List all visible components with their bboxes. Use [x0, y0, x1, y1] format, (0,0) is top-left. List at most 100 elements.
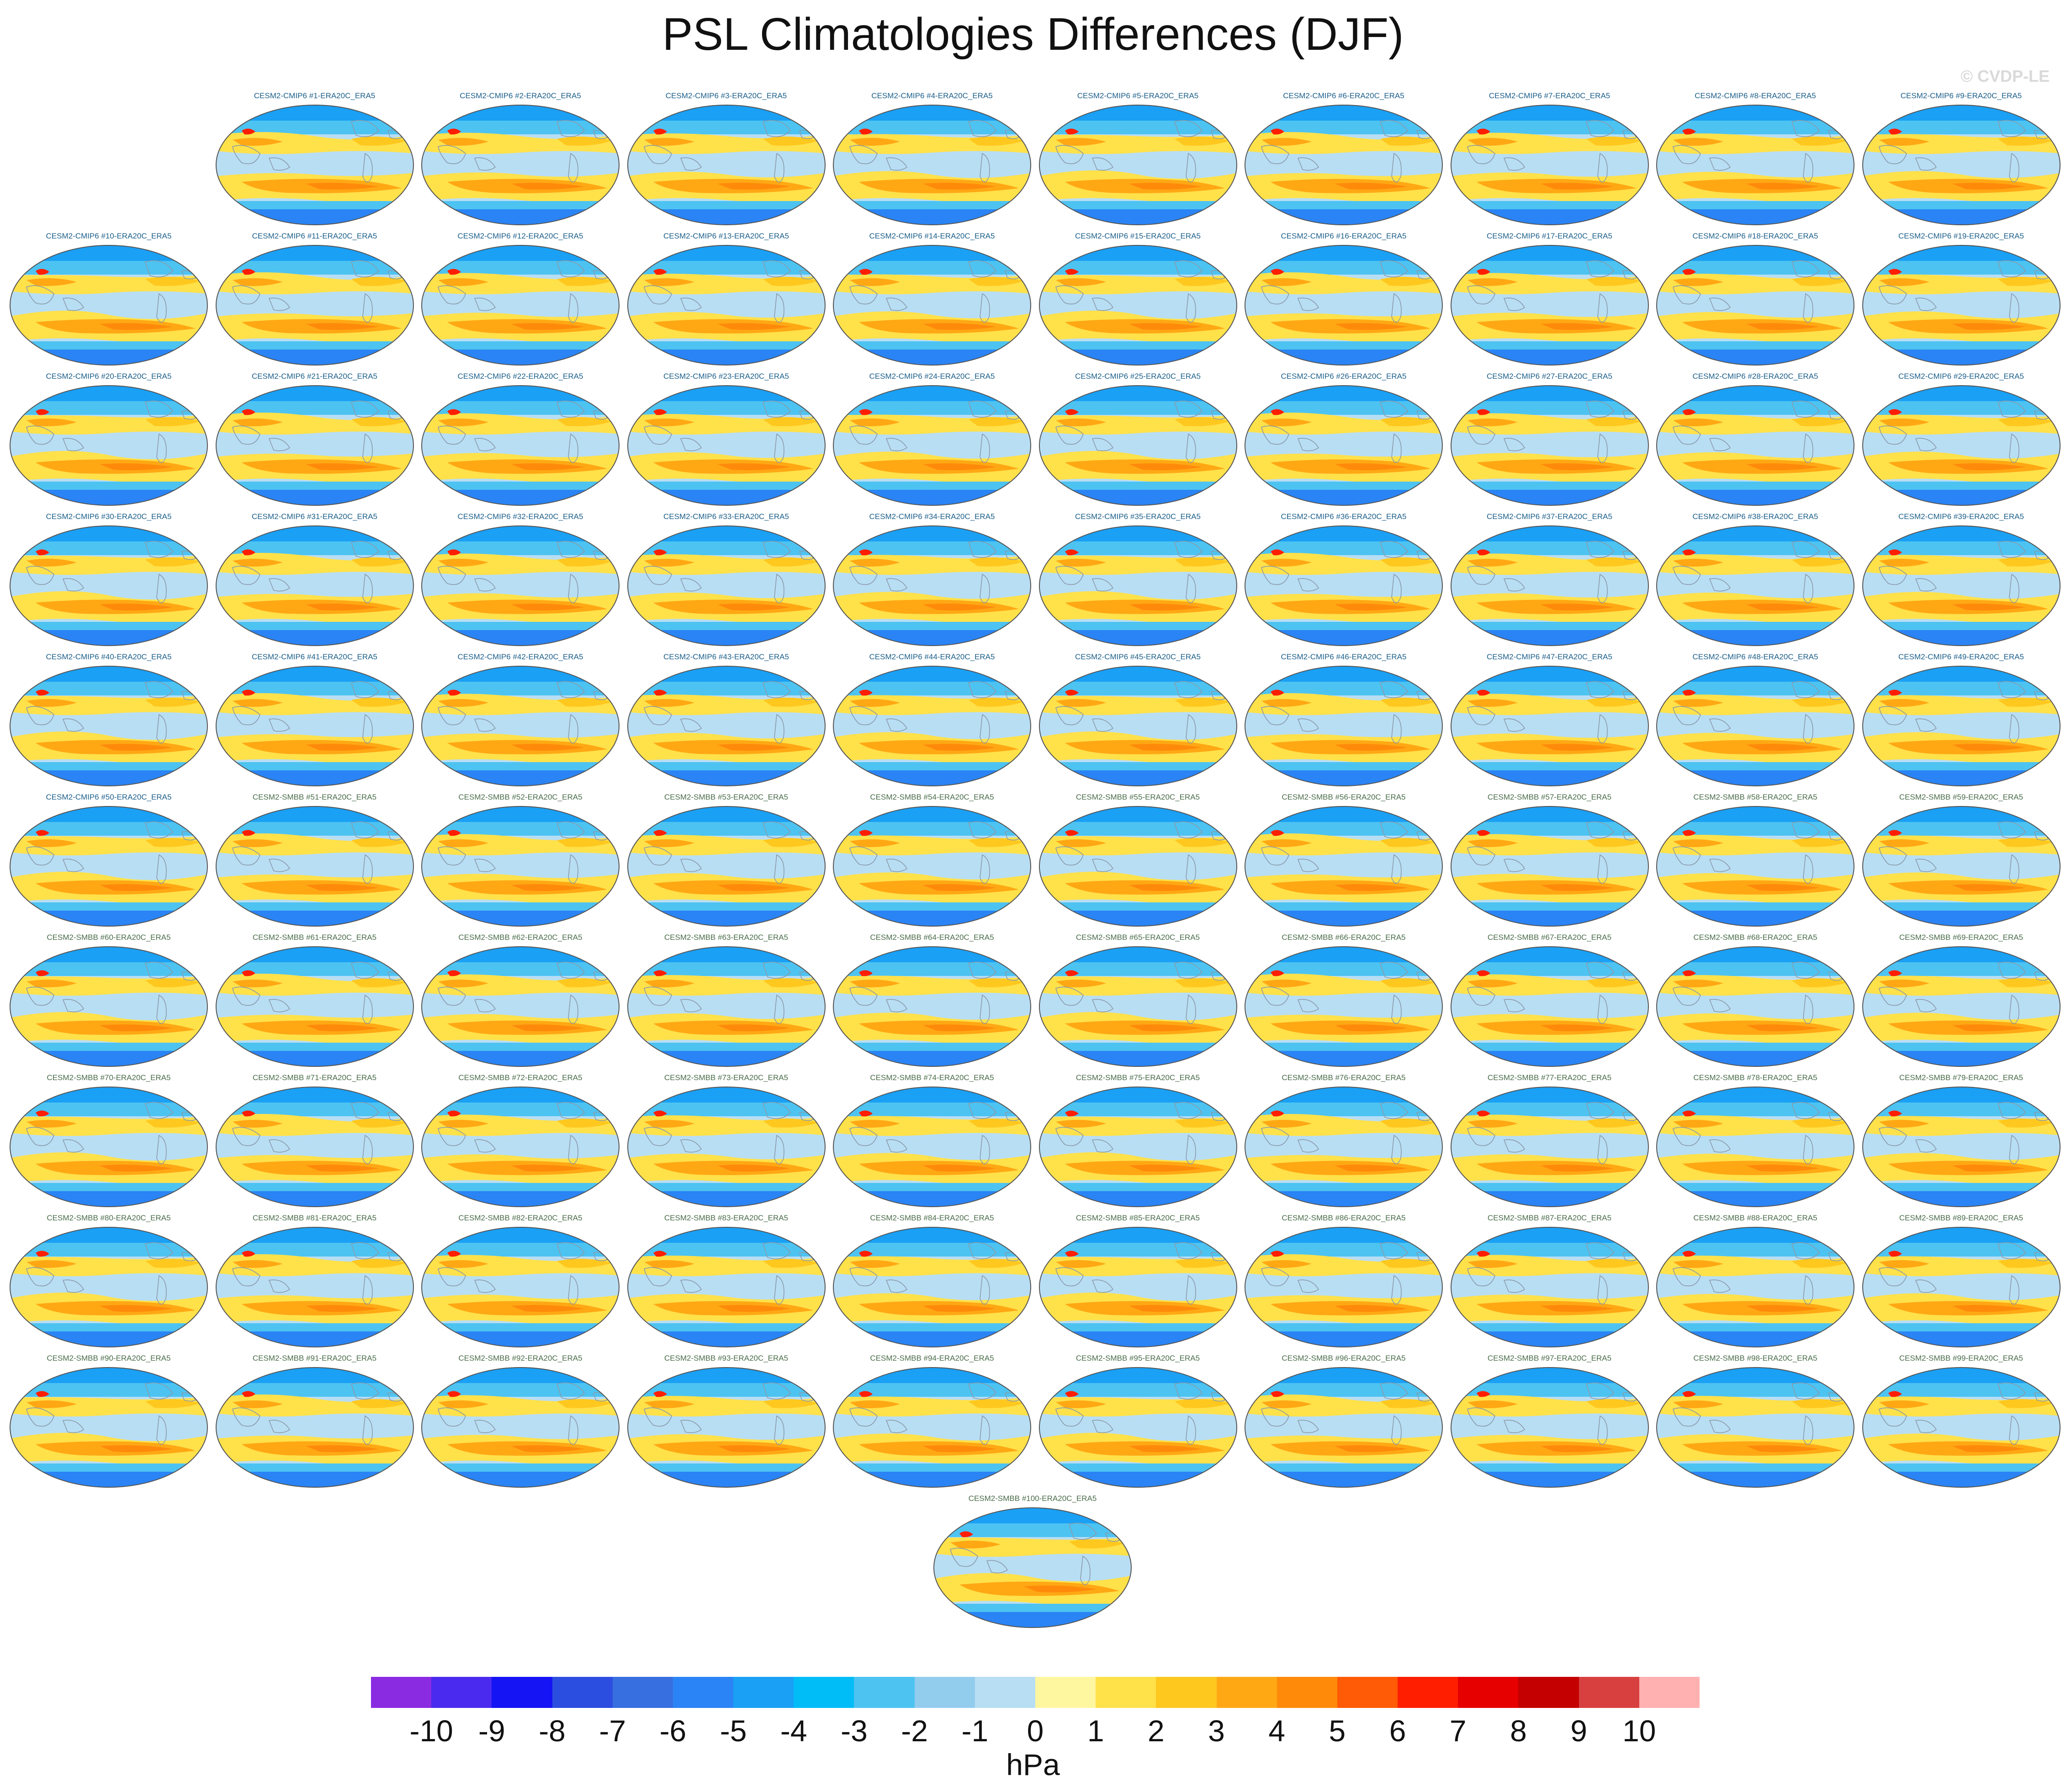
- map-panel: CESM2-CMIP6 #11-ERA20C_ERA5: [214, 232, 415, 369]
- psl-difference-map: [627, 1367, 826, 1488]
- panel-label: CESM2-SMBB #76-ERA20C_ERA5: [1282, 1073, 1406, 1082]
- panel-label: CESM2-SMBB #94-ERA20C_ERA5: [870, 1354, 994, 1363]
- panel-label: CESM2-CMIP6 #23-ERA20C_ERA5: [663, 372, 789, 381]
- colorbar-swatch: [975, 1677, 1036, 1708]
- psl-difference-map: [421, 525, 620, 646]
- panel-label: CESM2-CMIP6 #5-ERA20C_ERA5: [1077, 91, 1199, 100]
- panel-label: CESM2-SMBB #99-ERA20C_ERA5: [1899, 1354, 2024, 1363]
- psl-difference-map: [1038, 525, 1237, 646]
- colorbar-tick-label: 2: [1148, 1714, 1165, 1748]
- panel-label: CESM2-CMIP6 #44-ERA20C_ERA5: [869, 652, 995, 661]
- panel-label: CESM2-CMIP6 #40-ERA20C_ERA5: [46, 652, 172, 661]
- psl-difference-map: [1656, 385, 1854, 506]
- map-panel: CESM2-CMIP6 #35-ERA20C_ERA5: [1038, 512, 1239, 649]
- psl-difference-map: [1450, 1227, 1649, 1347]
- panel-label: CESM2-SMBB #63-ERA20C_ERA5: [664, 933, 789, 942]
- panel-label: CESM2-CMIP6 #49-ERA20C_ERA5: [1898, 652, 2024, 661]
- colorbar-swatch: [1458, 1677, 1519, 1708]
- psl-difference-map: [1450, 1367, 1649, 1488]
- panel-label: CESM2-SMBB #95-ERA20C_ERA5: [1075, 1354, 1200, 1363]
- psl-difference-map: [10, 806, 208, 927]
- map-panel: CESM2-SMBB #77-ERA20C_ERA5: [1449, 1073, 1650, 1210]
- panel-label: CESM2-SMBB #100-ERA20C_ERA5: [968, 1494, 1097, 1503]
- psl-difference-map: [10, 946, 208, 1067]
- psl-difference-map: [1245, 806, 1443, 927]
- map-panel: CESM2-CMIP6 #41-ERA20C_ERA5: [214, 652, 415, 790]
- panel-label: CESM2-CMIP6 #47-ERA20C_ERA5: [1487, 652, 1612, 661]
- panel-label: CESM2-SMBB #92-ERA20C_ERA5: [458, 1354, 583, 1363]
- colorbar-swatch: [794, 1677, 854, 1708]
- panel-label: CESM2-SMBB #81-ERA20C_ERA5: [252, 1214, 377, 1222]
- map-panel: CESM2-SMBB #89-ERA20C_ERA5: [1861, 1214, 2062, 1351]
- psl-difference-map: [215, 806, 414, 927]
- colorbar-tick-label: 7: [1449, 1714, 1467, 1748]
- panel-label: CESM2-SMBB #53-ERA20C_ERA5: [664, 793, 789, 801]
- panel-label: CESM2-CMIP6 #45-ERA20C_ERA5: [1075, 652, 1201, 661]
- panel-label: CESM2-SMBB #56-ERA20C_ERA5: [1282, 793, 1406, 801]
- psl-difference-map: [215, 666, 414, 786]
- map-panel: CESM2-SMBB #62-ERA20C_ERA5: [420, 933, 621, 1070]
- colorbar-swatch: [1639, 1677, 1700, 1708]
- colorbar-swatch: [673, 1677, 734, 1708]
- panel-label: CESM2-SMBB #62-ERA20C_ERA5: [458, 933, 583, 942]
- panel-label: CESM2-SMBB #75-ERA20C_ERA5: [1075, 1073, 1200, 1082]
- colorbar-swatch: [733, 1677, 794, 1708]
- psl-difference-map: [833, 1087, 1031, 1207]
- psl-difference-map: [215, 1367, 414, 1488]
- map-panel: CESM2-SMBB #74-ERA20C_ERA5: [832, 1073, 1033, 1210]
- colorbar-tick-label: 3: [1208, 1714, 1225, 1748]
- psl-difference-map: [1245, 385, 1443, 506]
- psl-difference-map: [421, 1087, 620, 1207]
- map-panel: CESM2-CMIP6 #47-ERA20C_ERA5: [1449, 652, 1650, 790]
- colorbar-swatch: [1579, 1677, 1640, 1708]
- psl-difference-map: [1656, 105, 1854, 225]
- psl-difference-map: [833, 525, 1031, 646]
- psl-difference-map: [627, 1087, 826, 1207]
- panel-label: CESM2-CMIP6 #25-ERA20C_ERA5: [1075, 372, 1201, 381]
- panel-label: CESM2-SMBB #54-ERA20C_ERA5: [870, 793, 994, 801]
- psl-difference-map: [627, 385, 826, 506]
- panel-label: CESM2-SMBB #83-ERA20C_ERA5: [664, 1214, 789, 1222]
- psl-difference-map: [627, 1227, 826, 1347]
- panel-label: CESM2-SMBB #78-ERA20C_ERA5: [1693, 1073, 1817, 1082]
- map-panel: CESM2-CMIP6 #14-ERA20C_ERA5: [832, 232, 1033, 369]
- map-panel: CESM2-CMIP6 #6-ERA20C_ERA5: [1243, 91, 1444, 228]
- figure-title: PSL Climatologies Differences (DJF): [662, 9, 1404, 60]
- colorbar-swatch: [1337, 1677, 1398, 1708]
- panel-label: CESM2-CMIP6 #39-ERA20C_ERA5: [1898, 512, 2024, 521]
- map-panel: CESM2-CMIP6 #2-ERA20C_ERA5: [420, 91, 621, 228]
- map-panel: CESM2-CMIP6 #39-ERA20C_ERA5: [1861, 512, 2062, 649]
- psl-difference-map: [833, 1367, 1031, 1488]
- map-panel: CESM2-SMBB #80-ERA20C_ERA5: [8, 1214, 209, 1351]
- map-panel: CESM2-CMIP6 #31-ERA20C_ERA5: [214, 512, 415, 649]
- psl-difference-map: [1450, 245, 1649, 366]
- psl-difference-map: [1862, 1367, 2061, 1488]
- panel-label: CESM2-SMBB #97-ERA20C_ERA5: [1487, 1354, 1612, 1363]
- map-panel: CESM2-SMBB #65-ERA20C_ERA5: [1038, 933, 1239, 1070]
- map-panel: CESM2-CMIP6 #32-ERA20C_ERA5: [420, 512, 621, 649]
- map-panel: CESM2-CMIP6 #27-ERA20C_ERA5: [1449, 372, 1650, 509]
- panel-label: CESM2-SMBB #60-ERA20C_ERA5: [47, 933, 171, 942]
- psl-difference-map: [1038, 1367, 1237, 1488]
- psl-difference-map: [1862, 385, 2061, 506]
- map-panel: CESM2-CMIP6 #44-ERA20C_ERA5: [832, 652, 1033, 790]
- map-panel: CESM2-CMIP6 #10-ERA20C_ERA5: [8, 232, 209, 369]
- map-panel: CESM2-SMBB #82-ERA20C_ERA5: [420, 1214, 621, 1351]
- psl-difference-map: [10, 1087, 208, 1207]
- psl-difference-map: [215, 105, 414, 225]
- psl-difference-map: [1245, 946, 1443, 1067]
- map-panel: CESM2-SMBB #73-ERA20C_ERA5: [626, 1073, 827, 1210]
- psl-difference-map: [627, 525, 826, 646]
- panel-label: CESM2-CMIP6 #1-ERA20C_ERA5: [254, 91, 376, 100]
- map-panel: CESM2-CMIP6 #40-ERA20C_ERA5: [8, 652, 209, 790]
- map-panel: CESM2-CMIP6 #23-ERA20C_ERA5: [626, 372, 827, 509]
- map-panel: CESM2-SMBB #84-ERA20C_ERA5: [832, 1214, 1033, 1351]
- colorbar-swatch: [854, 1677, 915, 1708]
- panel-label: CESM2-CMIP6 #7-ERA20C_ERA5: [1489, 91, 1610, 100]
- panel-label: CESM2-CMIP6 #26-ERA20C_ERA5: [1281, 372, 1407, 381]
- map-panel: CESM2-CMIP6 #20-ERA20C_ERA5: [8, 372, 209, 509]
- map-panel: CESM2-CMIP6 #17-ERA20C_ERA5: [1449, 232, 1650, 369]
- psl-difference-map: [1656, 245, 1854, 366]
- map-panel: CESM2-CMIP6 #33-ERA20C_ERA5: [626, 512, 827, 649]
- colorbar-swatch: [371, 1677, 432, 1708]
